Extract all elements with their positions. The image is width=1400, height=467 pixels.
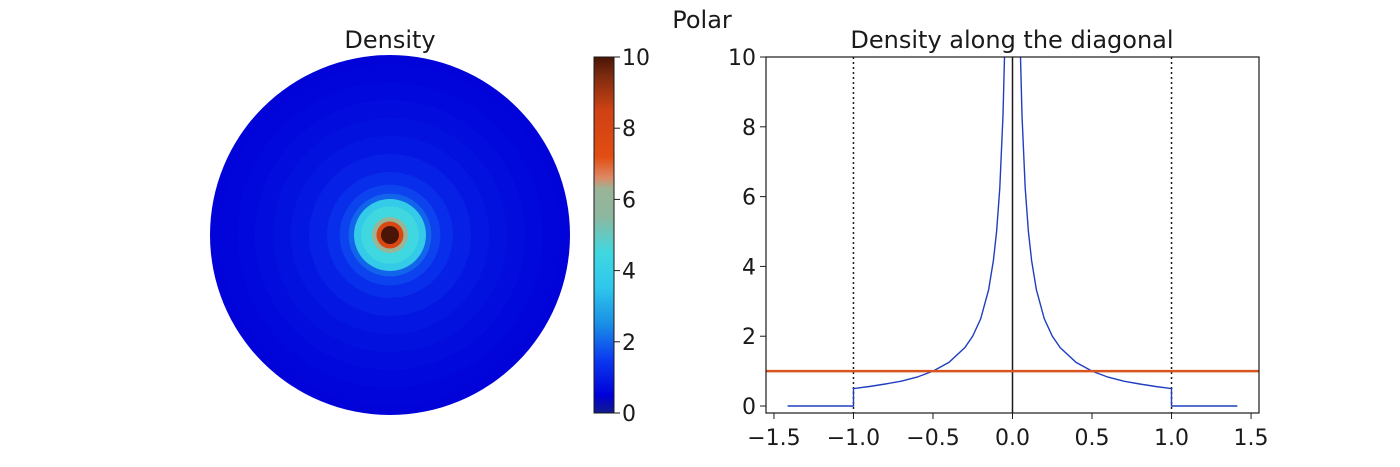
density-title: Density <box>344 26 435 54</box>
density-ring <box>381 226 399 244</box>
density-panel: Density <box>210 26 570 415</box>
x-tick-label: −1.0 <box>827 426 880 451</box>
y-tick-label: 0 <box>742 395 756 420</box>
figure-suptitle: Polar <box>672 6 732 34</box>
colorbar-tick-label: 0 <box>622 402 636 427</box>
density-disk <box>210 55 570 415</box>
colorbar-tick-label: 4 <box>622 260 636 285</box>
colorbar-bar <box>593 56 615 414</box>
x-axis-ticks: −1.5 −1.0 −0.5 0.0 0.5 1.0 1.5 <box>747 413 1269 451</box>
colorbar-ticks: 0 2 4 6 8 10 <box>614 46 650 427</box>
y-tick-label: 6 <box>742 186 756 211</box>
diagonal-title: Density along the diagonal <box>850 26 1173 54</box>
diagonal-panel: Density along the diagonal −1.5 −1.0 −0.5 0… <box>728 26 1269 451</box>
x-tick-label: 1.0 <box>1154 426 1189 451</box>
colorbar: 0 2 4 6 8 10 <box>593 46 650 427</box>
x-tick-label: 1.5 <box>1234 426 1269 451</box>
x-tick-label: 0.0 <box>995 426 1030 451</box>
reference-lines <box>852 57 1173 413</box>
y-tick-label: 10 <box>728 46 756 71</box>
x-tick-label: −0.5 <box>906 426 959 451</box>
colorbar-tick-label: 2 <box>622 331 636 356</box>
colorbar-tick-label: 6 <box>622 188 636 213</box>
y-axis-ticks: 0 2 4 6 8 10 <box>728 46 766 420</box>
y-tick-label: 8 <box>742 116 756 141</box>
series-lines <box>766 57 1259 407</box>
colorbar-tick-label: 10 <box>622 46 650 71</box>
x-tick-label: −1.5 <box>747 426 800 451</box>
x-tick-label: 0.5 <box>1075 426 1110 451</box>
colorbar-tick-label: 8 <box>622 117 636 142</box>
y-tick-label: 4 <box>742 255 756 280</box>
y-tick-label: 2 <box>742 325 756 350</box>
density-diagonal-line <box>787 57 1238 407</box>
